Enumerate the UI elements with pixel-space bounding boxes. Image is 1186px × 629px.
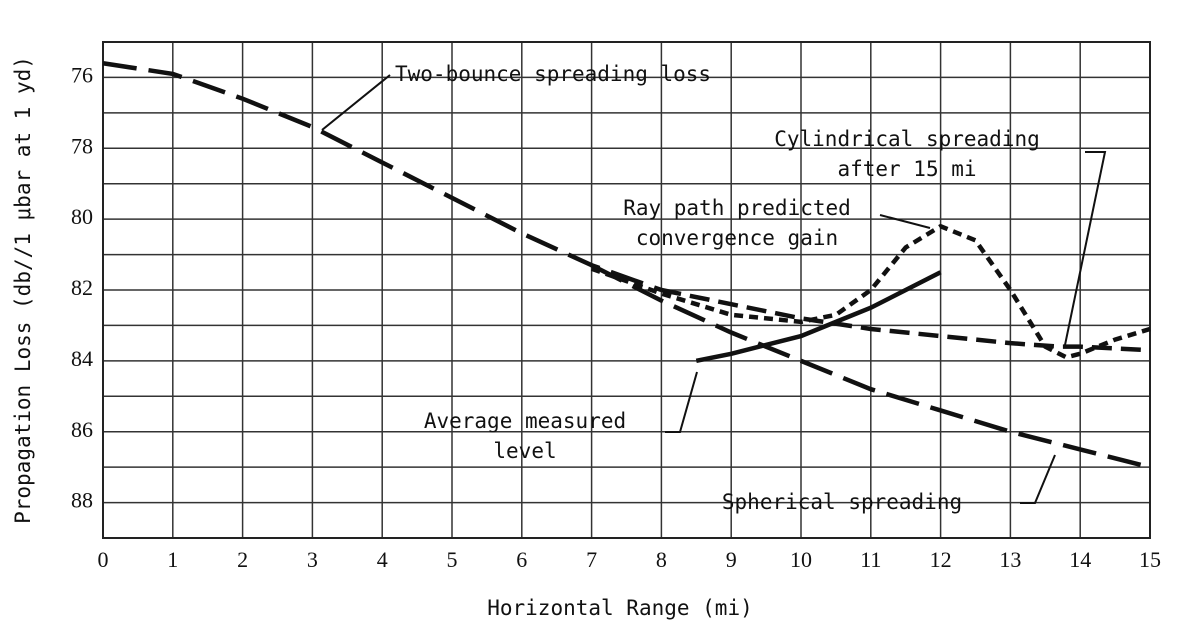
x-tick-label: 11 [860, 547, 881, 572]
y-tick-label: 80 [71, 204, 93, 229]
x-tick-label: 7 [586, 547, 597, 572]
y-tick-label: 84 [71, 346, 93, 371]
series-label: Spherical spreading [722, 490, 962, 514]
line-series [660, 287, 1151, 353]
label-line: Two-bounce spreading loss [395, 62, 711, 86]
x-tick-label: 15 [1139, 547, 1161, 572]
x-tick-label: 8 [656, 547, 667, 572]
plot-frame [102, 41, 1151, 539]
x-tick-label: 12 [930, 547, 952, 572]
x-axis-label: Horizontal Range (mi) [487, 596, 753, 620]
x-tick-label: 1 [167, 547, 178, 572]
label-line: Ray path predicted [623, 196, 851, 220]
x-tick-label: 2 [237, 547, 248, 572]
y-tick-label: 82 [71, 275, 93, 300]
x-tick-label: 10 [790, 547, 812, 572]
x-tick-label: 3 [307, 547, 318, 572]
y-tick-label: 86 [71, 417, 93, 442]
x-tick-label: 9 [726, 547, 737, 572]
leader-line [1020, 454, 1056, 504]
y-axis-label: Propagation Loss (db//1 μbar at 1 yd) [11, 56, 35, 524]
label-line: Average measured [424, 409, 626, 433]
label-line: level [493, 439, 556, 463]
line-series [590, 223, 1151, 360]
x-tick-label: 6 [516, 547, 527, 572]
label-line: Spherical spreading [722, 490, 962, 514]
x-tick-label: 0 [98, 547, 109, 572]
label-line: convergence gain [636, 226, 838, 250]
x-tick-label: 5 [447, 547, 458, 572]
series-label: Ray path predicted convergence gain [623, 196, 851, 250]
x-tick-label: 4 [377, 547, 388, 572]
y-tick-label: 88 [71, 488, 93, 513]
line-series [590, 263, 1151, 470]
leader-line [321, 74, 391, 131]
series-label: Cylindrical spreading after 15 mi [774, 127, 1040, 181]
series-label: Two-bounce spreading loss [395, 62, 711, 86]
series-label: Average measured level [424, 409, 626, 463]
x-tick-label: 13 [999, 547, 1021, 572]
line-series [695, 270, 942, 364]
y-tick-label: 76 [71, 62, 93, 87]
y-tick-label: 78 [71, 133, 93, 158]
label-line: Cylindrical spreading [774, 127, 1040, 151]
leader-line [879, 214, 931, 229]
leader-line [1064, 151, 1107, 346]
line-series [102, 61, 663, 293]
leader-line [665, 371, 698, 433]
label-line: after 15 mi [837, 157, 976, 181]
x-tick-label: 14 [1069, 547, 1091, 572]
